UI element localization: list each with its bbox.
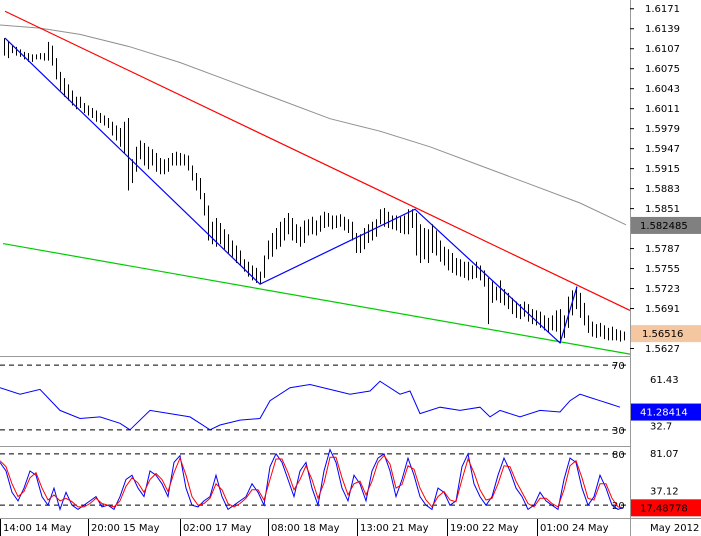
rsi-line — [0, 380, 621, 431]
x-tick-label: 14:00 14 May — [3, 523, 72, 534]
x-tick-label: 19:00 22 May — [450, 523, 519, 534]
price-tick-label: 1.5723 — [645, 284, 680, 295]
price-tick-label: 1.5915 — [645, 164, 680, 175]
x-axis-period-label: May 2012 — [650, 523, 699, 534]
price-panel: 1.6171 1.6139 1.6107 1.6075 1.6043 1.6011 1.59… — [0, 4, 680, 355]
price-tick-label: 1.6075 — [645, 64, 680, 75]
support-trend-line — [2, 242, 631, 355]
x-tick-label: 01:00 24 May — [540, 523, 609, 534]
stochastic-main-line — [0, 448, 625, 512]
stochastic-tick-label: 37.12 — [650, 487, 679, 498]
price-tick-label: 1.5627 — [645, 344, 680, 355]
price-tick-label: 1.5787 — [645, 244, 680, 255]
rsi-current-value: 41.28414 — [640, 408, 688, 419]
price-tick-label: 1.5755 — [645, 264, 680, 275]
price-tick-label: 1.5851 — [645, 204, 680, 215]
rsi-tick-label: 32.7 — [650, 421, 672, 432]
current-price-badge: 1.56516 — [631, 325, 701, 343]
x-axis: 14:00 14 May 20:00 15 May 02:00 17 May 08:0… — [0, 519, 609, 536]
rsi-panel: 70 30 61.43 32.7 — [0, 361, 679, 437]
price-tick-label: 1.6139 — [645, 24, 680, 35]
price-tick-label: 1.6011 — [645, 104, 680, 115]
x-tick-label: 08:00 18 May — [271, 523, 340, 534]
stochastic-value-badge: 17.48778 — [631, 499, 701, 517]
price-tick-label: 1.5691 — [645, 304, 680, 315]
stochastic-level-label: 80 — [612, 450, 625, 461]
moving-average-value: 1.582485 — [640, 221, 688, 232]
rsi-tick-label: 61.43 — [650, 375, 679, 386]
rsi-level-label: 30 — [612, 426, 625, 437]
x-tick-label: 13:00 21 May — [360, 523, 429, 534]
x-tick-label: 20:00 15 May — [91, 523, 160, 534]
price-tick-label: 1.5883 — [645, 184, 680, 195]
zigzag-line — [4, 37, 578, 344]
price-tick-label: 1.6171 — [645, 4, 680, 15]
stochastic-tick-label: 81.07 — [650, 449, 679, 460]
resistance-trend-line — [4, 10, 631, 311]
moving-average-badge: 1.582485 — [631, 216, 701, 234]
stochastic-current-value: 17.48778 — [640, 503, 688, 514]
price-tick-label: 1.5979 — [645, 124, 680, 135]
moving-average-line — [0, 24, 627, 226]
current-price-value: 1.56516 — [642, 329, 683, 340]
price-tick-label: 1.6107 — [645, 44, 680, 55]
price-tick-label: 1.5947 — [645, 144, 680, 155]
stochastic-signal-line — [0, 454, 625, 509]
rsi-level-label: 70 — [612, 361, 625, 372]
rsi-value-badge: 41.28414 — [631, 403, 701, 421]
x-tick-label: 02:00 17 May — [183, 523, 252, 534]
price-tick-label: 1.6043 — [645, 84, 680, 95]
